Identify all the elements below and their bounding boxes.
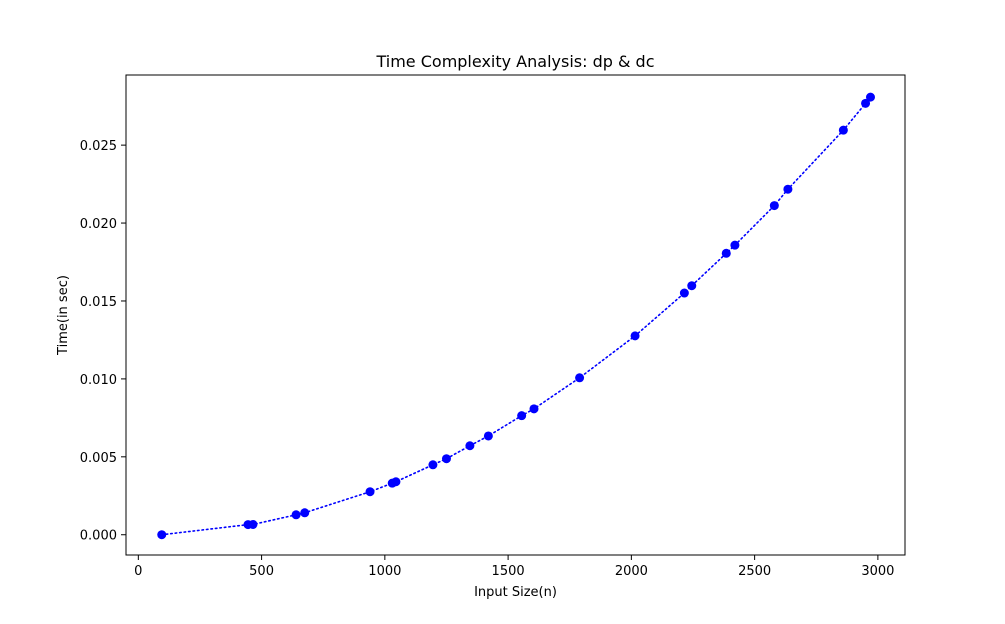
y-tick-label: 0.015 [80,295,117,310]
data-point [465,441,475,451]
data-point [483,431,493,441]
data-point [575,373,585,383]
data-point [391,477,401,487]
data-point [861,98,871,108]
y-axis: 0.000 0.005 0.010 0.015 0.020 0.025 [80,139,126,544]
x-tick-label: 2000 [615,564,648,579]
data-point [687,281,697,291]
x-axis: 0 500 1000 1500 2000 2500 3000 [134,555,894,579]
data-point [529,404,539,414]
y-tick-label: 0.010 [80,373,117,388]
data-point [769,201,779,211]
y-axis-title: Time(in sec) [56,275,71,356]
x-tick-label: 2500 [738,564,771,579]
y-tick-label: 0.000 [80,529,117,544]
plot-frame [125,74,906,556]
x-axis-title: Input Size(n) [474,585,557,600]
data-point [441,454,451,464]
x-tick-label: 3000 [861,564,894,579]
x-tick-label: 500 [249,564,274,579]
data-point [300,508,310,518]
y-tick-label: 0.025 [80,139,117,154]
data-point [679,288,689,298]
data-point [721,248,731,258]
data-point [291,510,301,520]
chart-title: Time Complexity Analysis: dp & dc [375,52,654,71]
x-tick-label: 0 [134,564,142,579]
x-tick-label: 1500 [492,564,525,579]
data-point [865,92,875,102]
data-point [783,184,793,194]
data-point [157,530,167,540]
data-point [630,331,640,341]
y-tick-label: 0.005 [80,451,117,466]
x-tick-label: 1000 [368,564,401,579]
data-point [428,460,438,470]
plot-area [157,92,875,540]
data-point [730,240,740,250]
y-tick-label: 0.020 [80,217,117,232]
data-point [517,411,527,421]
data-point [248,519,258,529]
data-point [838,125,848,135]
data-point [365,487,375,497]
